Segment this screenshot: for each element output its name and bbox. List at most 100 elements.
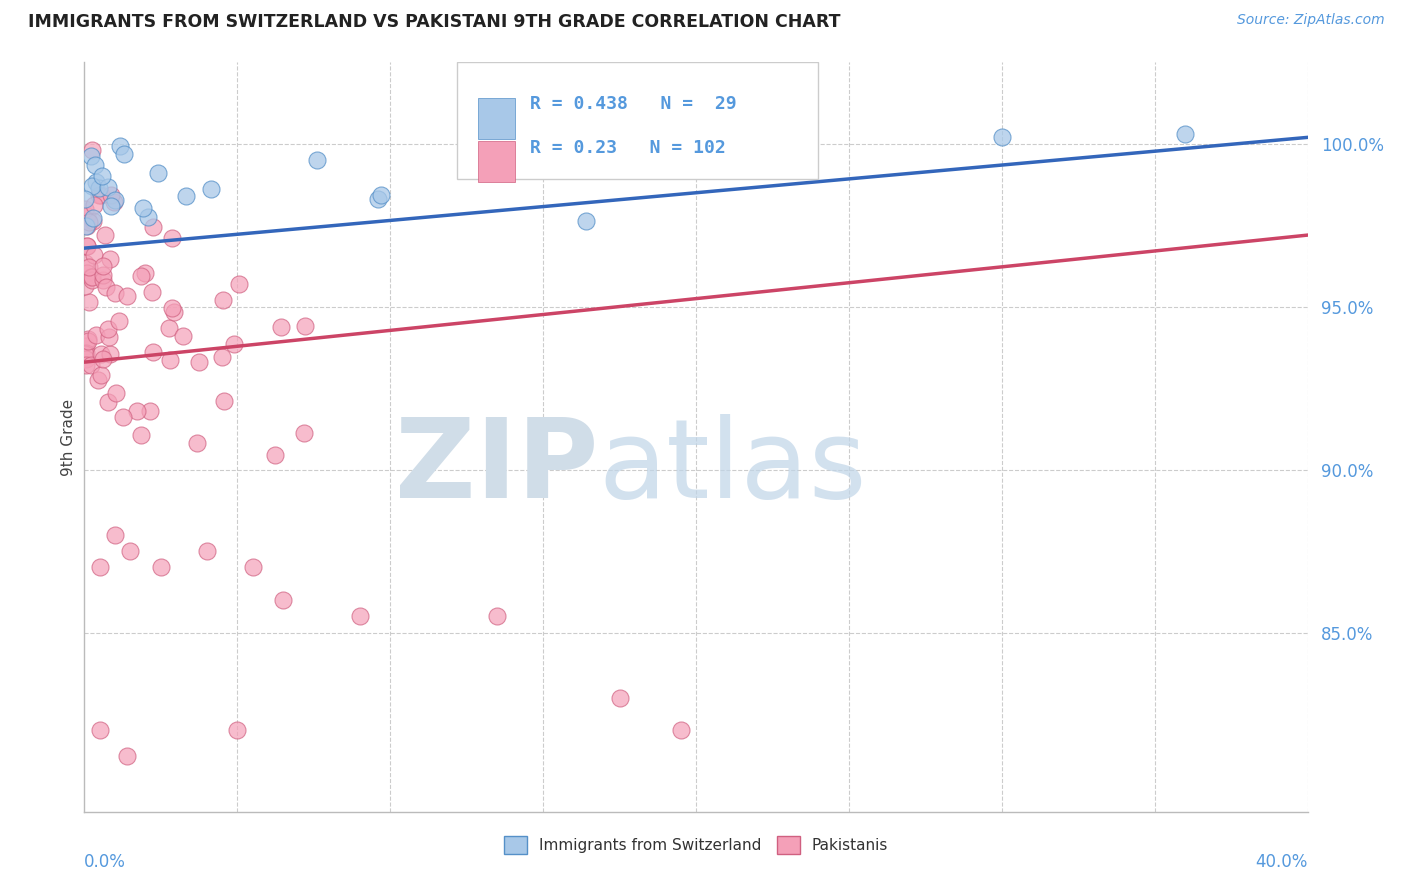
Point: [77, 260, 100, 275]
Point: [80, 358, 103, 372]
Point: [91, 272, 114, 286]
Point: [90, 368, 112, 383]
Point: [89, 181, 111, 195]
Point: [226, 723, 249, 738]
Point: [186, 436, 208, 450]
Point: [112, 147, 135, 161]
Point: [75, 358, 97, 372]
Point: [195, 544, 218, 558]
Point: [75, 346, 97, 360]
Point: [90, 188, 112, 202]
Point: [142, 219, 165, 234]
Point: [100, 187, 122, 202]
Point: [574, 214, 596, 228]
FancyBboxPatch shape: [478, 98, 515, 139]
Point: [97, 394, 120, 409]
Point: [73, 256, 96, 270]
Point: [115, 289, 138, 303]
Point: [305, 153, 328, 167]
Point: [292, 426, 315, 441]
Point: [271, 593, 294, 607]
Point: [496, 131, 519, 145]
Text: ZIP: ZIP: [395, 414, 598, 521]
Point: [159, 352, 181, 367]
Point: [75, 351, 97, 366]
Legend: Immigrants from Switzerland, Pakistanis: Immigrants from Switzerland, Pakistanis: [498, 830, 894, 860]
Point: [82, 214, 104, 228]
Point: [349, 609, 371, 624]
Point: [80, 270, 103, 285]
Point: [270, 320, 292, 334]
Point: [76, 209, 98, 223]
Point: [90, 347, 112, 361]
Point: [115, 749, 138, 764]
Point: [294, 318, 316, 333]
Point: [84, 328, 107, 343]
Text: atlas: atlas: [598, 414, 866, 521]
Point: [91, 259, 114, 273]
Point: [97, 180, 120, 194]
Point: [76, 267, 98, 281]
Point: [75, 279, 97, 293]
Point: [174, 189, 197, 203]
Point: [96, 280, 118, 294]
Point: [80, 178, 103, 193]
Point: [82, 273, 104, 287]
Point: [662, 150, 685, 164]
Point: [669, 723, 692, 738]
Point: [120, 544, 142, 558]
Point: [104, 528, 127, 542]
Point: [609, 690, 631, 705]
Point: [98, 330, 121, 344]
Point: [367, 193, 389, 207]
Point: [149, 560, 172, 574]
Point: [110, 139, 132, 153]
Point: [75, 192, 97, 206]
Point: [163, 305, 186, 319]
Point: [87, 373, 110, 387]
Point: [139, 404, 162, 418]
Point: [172, 329, 194, 343]
Point: [263, 448, 285, 462]
Point: [89, 723, 111, 738]
Point: [80, 149, 103, 163]
Point: [222, 337, 245, 351]
Text: 40.0%: 40.0%: [1256, 853, 1308, 871]
Point: [76, 239, 98, 253]
Point: [991, 130, 1014, 145]
FancyBboxPatch shape: [478, 141, 515, 182]
Point: [76, 334, 98, 348]
Point: [89, 187, 111, 202]
Point: [76, 332, 98, 346]
Point: [77, 294, 100, 309]
Point: [136, 210, 159, 224]
Point: [370, 187, 392, 202]
Point: [132, 201, 155, 215]
Point: [84, 158, 107, 172]
Point: [104, 193, 127, 207]
Point: [76, 219, 98, 233]
Point: [89, 560, 111, 574]
Y-axis label: 9th Grade: 9th Grade: [60, 399, 76, 475]
Point: [90, 169, 112, 184]
Point: [97, 322, 120, 336]
Point: [146, 166, 169, 180]
Text: 0.0%: 0.0%: [84, 853, 127, 871]
Point: [108, 314, 131, 328]
Point: [76, 238, 98, 252]
Point: [93, 268, 115, 282]
Point: [103, 194, 125, 209]
FancyBboxPatch shape: [457, 62, 818, 178]
Point: [129, 428, 152, 442]
Point: [160, 301, 183, 315]
Point: [80, 269, 103, 284]
Text: Source: ZipAtlas.com: Source: ZipAtlas.com: [1237, 13, 1385, 28]
Point: [142, 345, 165, 359]
Point: [212, 293, 235, 307]
Point: [100, 347, 122, 361]
Point: [93, 227, 115, 242]
Point: [211, 350, 233, 364]
Point: [75, 219, 97, 234]
Point: [82, 211, 104, 226]
Point: [91, 351, 114, 366]
